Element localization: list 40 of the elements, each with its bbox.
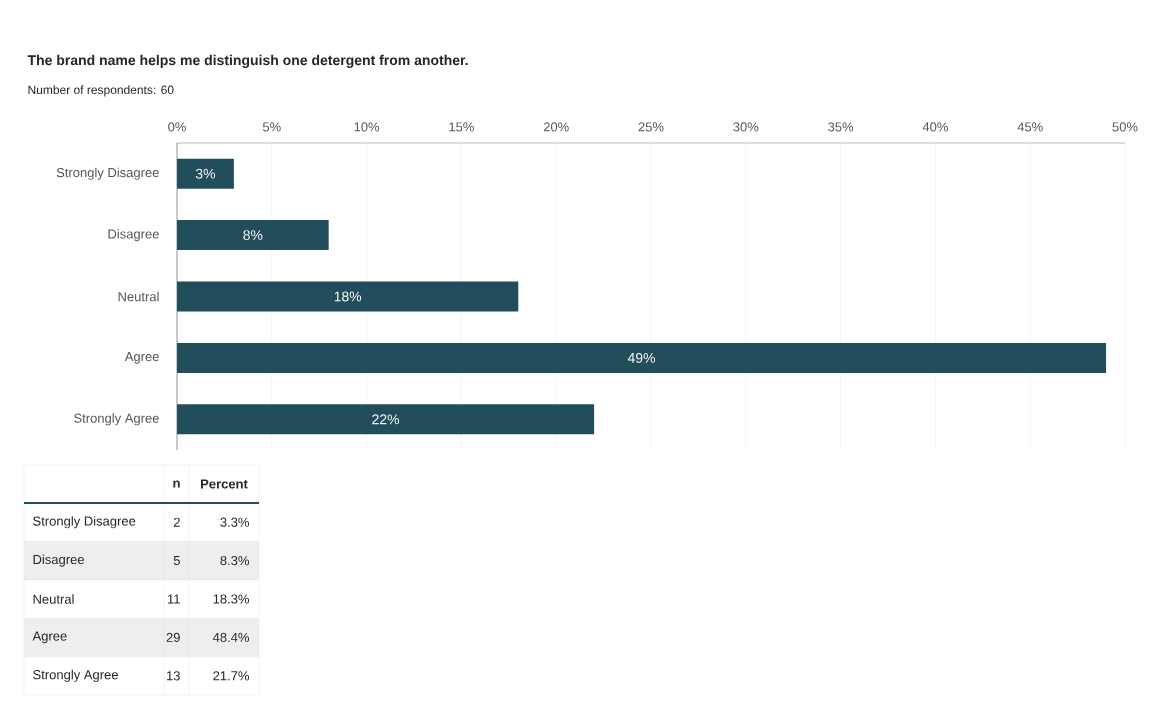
x-tick-label: 15% (449, 122, 474, 132)
y-tick-label: Strongly Disagree (56, 167, 159, 180)
data-label: 3% (195, 168, 216, 179)
data-label: 18% (334, 291, 362, 302)
text: 13 (167, 671, 180, 681)
text: 8.3% (220, 555, 250, 566)
y-tick-label: Agree (124, 352, 159, 364)
category-label: Strongly Agree (33, 669, 118, 682)
x-tick-label: 20% (543, 122, 569, 132)
x-tick-label: 50% (1112, 122, 1138, 132)
chart-subtitle: Number of respondents: 60 (28, 85, 174, 97)
x-tick-label: 5% (262, 122, 281, 132)
data-label: 22% (372, 414, 400, 425)
text: 11 (167, 594, 180, 604)
y-tick-label: Strongly Agree (74, 413, 159, 426)
text: 21.7% (213, 671, 250, 681)
x-tick-label: 35% (828, 122, 854, 132)
data-label: 49% (627, 352, 656, 363)
text: 3.3% (220, 517, 250, 527)
text: 18.3% (213, 594, 250, 604)
x-tick-label: 25% (638, 122, 664, 132)
text: 48.4% (212, 632, 250, 642)
y-tick-label: Neutral (118, 291, 159, 302)
x-tick-label: 0% (168, 122, 186, 132)
chart-title: The brand name helps me distinguish one detergent from another. (27, 54, 468, 68)
x-tick-label: 40% (922, 122, 948, 132)
x-tick-label: 10% (354, 122, 380, 132)
x-tick-label: 30% (733, 122, 759, 132)
text: 29 (166, 632, 180, 642)
text: Percent (201, 479, 248, 489)
category-label: Agree (32, 631, 67, 644)
text: 2 (173, 517, 180, 527)
data-label: 8% (243, 230, 263, 241)
category-label: Disagree (33, 554, 84, 567)
x-tick-label: 45% (1017, 122, 1043, 132)
text: 5 (173, 556, 180, 566)
category-label: Neutral (33, 594, 74, 604)
text: n (173, 480, 180, 488)
category-label: Strongly Disagree (33, 516, 136, 529)
y-tick-label: Disagree (108, 229, 159, 242)
